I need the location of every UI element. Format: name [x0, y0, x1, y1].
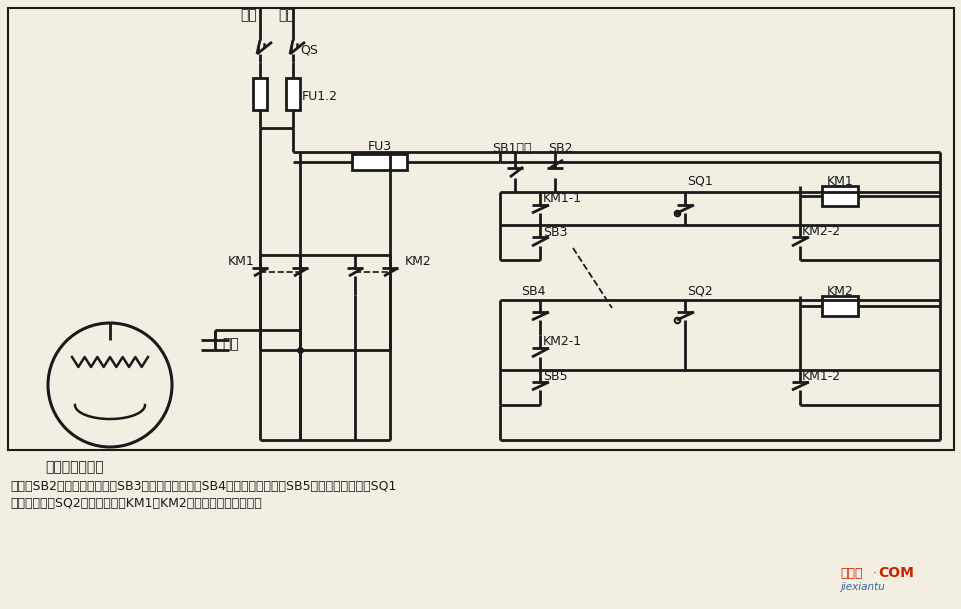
Text: FU1.2: FU1.2 [302, 90, 337, 103]
Text: 火线: 火线 [239, 8, 257, 22]
Bar [253, 78, 267, 110]
Text: KM1: KM1 [825, 175, 852, 188]
Text: COM: COM [877, 566, 913, 580]
Text: 零线: 零线 [278, 8, 294, 22]
Text: QS: QS [300, 43, 317, 56]
Text: 为最高限位，SQ2为最低限位。KM1、KM2可用中间继电器代替。: 为最高限位，SQ2为最低限位。KM1、KM2可用中间继电器代替。 [10, 497, 261, 510]
Text: KM1: KM1 [228, 255, 255, 268]
Bar [352, 154, 407, 170]
Text: KM2-2: KM2-2 [801, 225, 840, 238]
Text: SQ1: SQ1 [686, 175, 712, 188]
Text: ·: · [872, 567, 876, 580]
Text: 电容: 电容 [222, 337, 238, 351]
Text: FU3: FU3 [367, 140, 392, 153]
Text: SB3: SB3 [542, 226, 567, 239]
Text: KM2-1: KM2-1 [542, 335, 581, 348]
Bar [821, 186, 857, 206]
Text: SB4: SB4 [521, 285, 545, 298]
Bar [285, 78, 300, 110]
Text: KM1-2: KM1-2 [801, 370, 840, 383]
Text: 接线图: 接线图 [839, 567, 862, 580]
Text: KM1-1: KM1-1 [542, 192, 581, 205]
Bar [8, 8, 953, 450]
Text: SB2: SB2 [548, 142, 572, 155]
Text: KM2: KM2 [825, 285, 852, 298]
Text: jiexiantu: jiexiantu [839, 582, 884, 592]
Text: SQ2: SQ2 [686, 285, 712, 298]
Text: 说明：SB2为上升启动按钮，SB3为上升点动按钮，SB4为下降启动按钮，SB5为下降点动按钮；SQ1: 说明：SB2为上升启动按钮，SB3为上升点动按钮，SB4为下降启动按钮，SB5为… [10, 480, 396, 493]
Text: SB1停止: SB1停止 [491, 142, 530, 155]
Bar [821, 296, 857, 316]
Text: SB5: SB5 [542, 370, 567, 383]
Text: KM2: KM2 [405, 255, 431, 268]
Text: 单相电容电动机: 单相电容电动机 [45, 460, 104, 474]
